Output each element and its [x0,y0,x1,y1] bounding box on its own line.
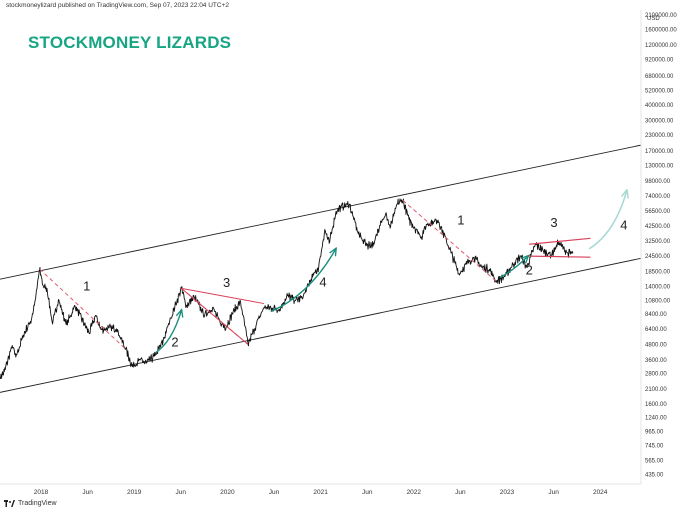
price-series-line [0,198,574,380]
y-tick-label: 2800.00 [645,372,667,378]
range-line-2 [529,255,591,258]
x-tick-label: 2024 [593,489,608,496]
tradingview-logo-icon [4,500,15,507]
x-tick-label: Jun [269,489,280,496]
y-tick-label: 98000.00 [645,179,671,185]
impulse-arrow-1 [154,310,181,354]
y-tick-label: 8400.00 [645,312,667,318]
wave-label-8: 4 [620,218,627,233]
dashed-trend-line-1 [39,268,127,350]
y-tick-label: 745.00 [645,443,664,449]
publisher-header: stockmoneylizard published on TradingVie… [6,2,229,9]
wave-label-4: 4 [319,274,326,289]
y-tick-label: 130000.00 [645,164,674,170]
wave-label-6: 2 [526,263,533,278]
y-tick-label: 520000.00 [645,89,674,95]
plot-area: 1 2 3 4 1 2 3 4 [0,144,641,393]
y-tick-label: 2100000.00 [645,13,677,19]
channel-lower-line [0,257,641,393]
time-axis[interactable]: 2018 Jun 2019 Jun 2020 Jun 2021 Jun 2022 Jun 2023 J… [34,489,608,496]
x-tick-label: Jun [82,489,93,496]
y-tick-label: 920000.00 [645,58,674,64]
y-tick-label: 2100.00 [645,387,667,393]
y-tick-label: 4800.00 [645,342,667,348]
y-tick-label: 32500.00 [645,239,671,245]
y-tick-label: 42500.00 [645,224,671,230]
y-tick-label: 1200000.00 [645,43,677,49]
range-line-1 [529,237,591,245]
y-tick-label: 24500.00 [645,254,671,260]
dashed-trend-line-3 [402,200,497,282]
wave-label-7: 3 [550,215,557,230]
y-tick-label: 56500.00 [645,209,671,215]
y-tick-label: 18500.00 [645,269,671,275]
x-tick-label: Jun [455,489,466,496]
x-tick-label: 2020 [220,489,235,496]
y-tick-label: 1240.00 [645,416,667,422]
y-tick-label: 1600.00 [645,402,667,408]
wave-label-3: 3 [223,275,230,290]
y-tick-label: 170000.00 [645,149,674,155]
impulse-arrow-2 [270,249,336,313]
y-tick-label: 435.00 [645,472,664,478]
footer-brand: TradingView [18,500,57,507]
x-tick-label: 2021 [313,489,328,496]
y-tick-label: 565.00 [645,458,664,464]
impulse-arrow-3 [499,256,528,279]
channel-upper-line [0,144,641,280]
wave-label-5: 1 [457,212,464,227]
x-tick-label: 2019 [127,489,142,496]
y-tick-label: 14000.00 [645,284,671,290]
x-tick-label: 2023 [500,489,515,496]
y-tick-label: 300000.00 [645,118,674,124]
x-tick-label: 2018 [34,489,49,496]
x-tick-label: Jun [548,489,559,496]
y-tick-label: 3600.00 [645,358,667,364]
y-tick-label: 680000.00 [645,74,674,80]
x-tick-label: 2022 [407,489,422,496]
y-tick-label: 965.00 [645,429,664,435]
brand-title: STOCKMONEY LIZARDS [28,33,232,52]
triangle-line-1 [181,287,265,305]
x-tick-label: Jun [176,489,187,496]
y-tick-label: 230000.00 [645,133,674,139]
wave-label-1: 1 [83,278,90,293]
y-tick-label: 74000.00 [645,194,671,200]
x-tick-label: Jun [362,489,373,496]
wave-label-2: 2 [171,335,178,350]
y-tick-label: 400000.00 [645,103,674,109]
y-tick-label: 10800.00 [645,298,671,304]
triangle-line-2 [181,287,249,345]
projection-arrow [588,191,627,250]
footer: TradingView [4,500,57,507]
y-unit-label: USD [647,16,660,22]
y-tick-label: 1600000.00 [645,28,677,34]
y-tick-label: 6400.00 [645,327,667,333]
